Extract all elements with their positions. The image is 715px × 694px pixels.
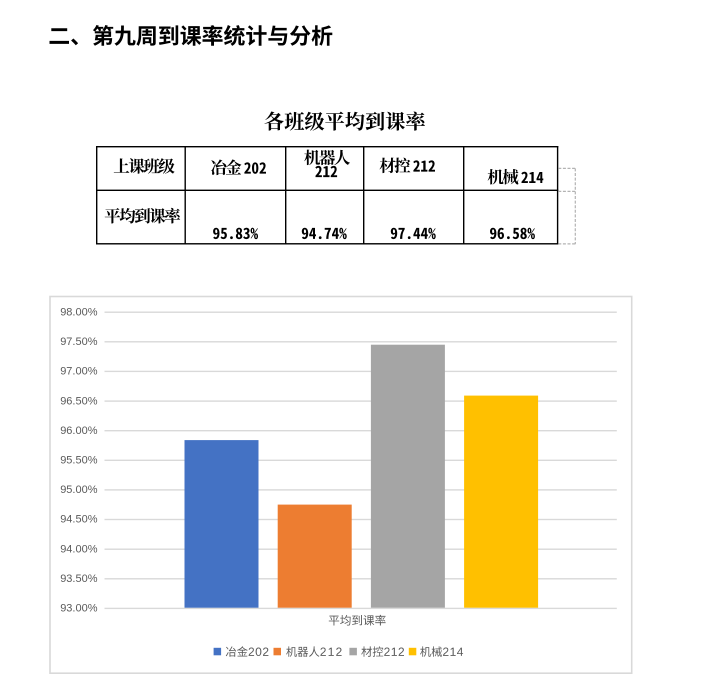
- svg-text:95.50%: 95.50%: [60, 455, 98, 467]
- svg-text:93.50%: 93.50%: [60, 573, 98, 585]
- svg-text:93.00%: 93.00%: [60, 603, 98, 615]
- svg-text:96.00%: 96.00%: [60, 425, 98, 437]
- svg-text:94.00%: 94.00%: [60, 543, 98, 555]
- svg-text:96.50%: 96.50%: [60, 395, 98, 407]
- svg-text:98.00%: 98.00%: [60, 306, 98, 318]
- svg-text:97.50%: 97.50%: [60, 336, 98, 348]
- svg-text:97.00%: 97.00%: [60, 366, 98, 378]
- svg-text:95.00%: 95.00%: [60, 484, 98, 496]
- svg-text:94.50%: 94.50%: [60, 514, 98, 526]
